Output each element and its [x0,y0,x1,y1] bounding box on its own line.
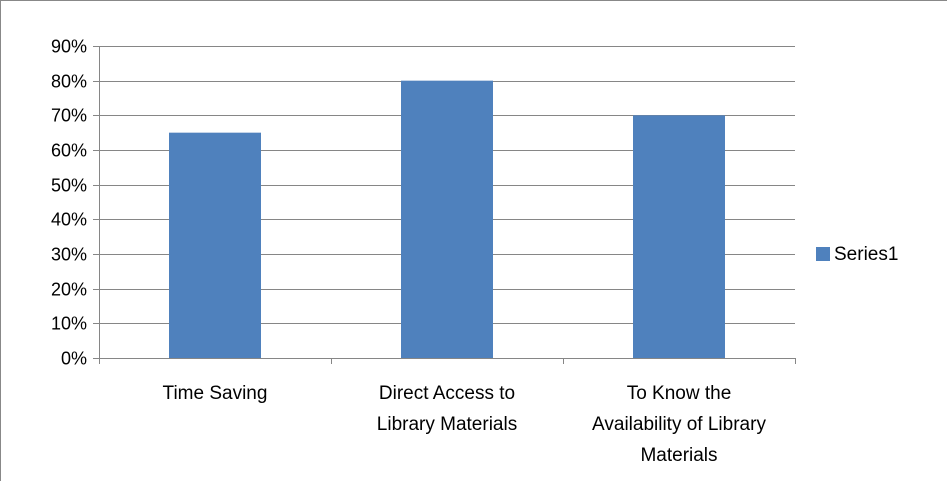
x-category-label: Direct Access to Library Materials [377,383,517,435]
y-tick-label: 70% [51,106,87,126]
legend-swatch [816,247,830,261]
x-category-labels: Time Saving Direct Access to Library Mater… [163,383,767,466]
y-tick-labels: 0% 10% 20% 30% 40% 50% 60% 70% 80% 90% [51,37,87,369]
x-category-label: To Know the Availability of Library Materi… [592,383,766,466]
x-category-label: Time Saving [163,383,268,404]
axes [93,46,796,364]
legend: Series1 [816,244,898,265]
y-tick-label: 0% [61,349,87,369]
bars [169,80,725,359]
y-tick-label: 20% [51,280,87,300]
y-tick-label: 40% [51,210,87,230]
y-tick-label: 50% [51,176,87,196]
bar [169,132,261,358]
y-tick-label: 90% [51,37,87,57]
bar [633,115,725,358]
bar [401,80,493,359]
y-tick-label: 80% [51,72,87,92]
y-tick-label: 60% [51,141,87,161]
y-tick-label: 30% [51,245,87,265]
legend-label: Series1 [834,244,898,265]
y-tick-label: 10% [51,314,87,334]
